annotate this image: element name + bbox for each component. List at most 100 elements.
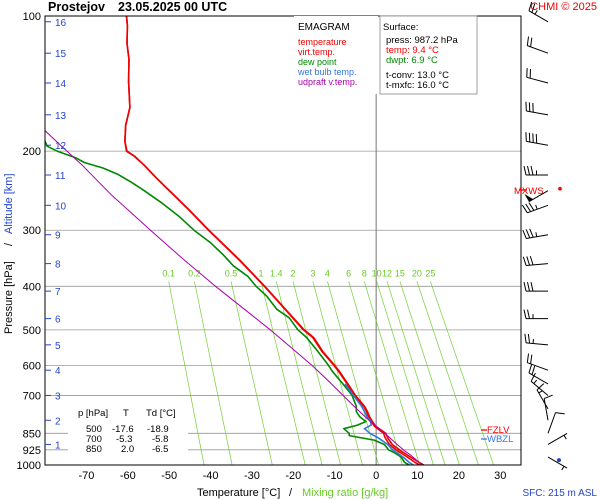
legend-title: EMAGRAM: [298, 22, 350, 33]
wind-barb-feather: [530, 372, 536, 382]
temperature-tick-label: -30: [244, 470, 260, 482]
legend-item-updraft: udpraft v.temp.: [298, 77, 357, 87]
mixing-ratio-label: 0.2: [188, 268, 201, 278]
altitude-tick-label: 14: [55, 79, 67, 90]
temperature-tick-label: -20: [285, 470, 301, 482]
pressure-tick-label: 700: [23, 390, 41, 402]
table-header-p: p [hPa]: [78, 408, 108, 419]
mixing-ratio-line: [416, 281, 479, 466]
pressure-tick-label: 1000: [17, 460, 41, 472]
wind-barb: [522, 255, 549, 267]
legend-box: [294, 16, 378, 94]
wind-barb-half-feather: [535, 232, 538, 237]
wind-barb-half-feather: [535, 204, 538, 210]
temperature-tick-label: 10: [411, 470, 423, 482]
mixing-ratio-line: [260, 281, 306, 466]
wind-barb-feather: [526, 256, 531, 266]
mixing-ratio-lines: 0.1 0.2 0.5 1 1.4 2 3 4 6 8 10 12 15 20 25: [162, 268, 494, 466]
wind-barb-feather: [526, 353, 530, 363]
wind-barbs: [521, 1, 568, 471]
mixing-ratio-line: [399, 281, 460, 466]
wind-barb-feather: [526, 36, 530, 46]
wind-barb: [524, 190, 549, 203]
pressure-tick-label: 850: [23, 428, 41, 440]
wind-barb-half-feather: [561, 466, 565, 471]
table-cell: 700: [86, 434, 102, 445]
wind-barb-feather: [525, 203, 532, 212]
wind-barb-feather: [528, 202, 535, 211]
wind-barb: [525, 132, 549, 146]
wbzl-marker-label: WBZL: [487, 434, 513, 445]
wind-barb-feather: [543, 394, 553, 400]
pressure-tick-label: 500: [23, 325, 41, 337]
temperature-tick-label: -10: [327, 470, 343, 482]
wind-barb-feather: [555, 412, 565, 415]
wind-barb-shaft: [526, 140, 549, 146]
wind-barb-feather: [521, 204, 528, 214]
fzlv-marker-label: FZLV: [487, 425, 510, 436]
temperature-tick-label: 0: [373, 470, 379, 482]
altitude-tick-label: 8: [55, 260, 61, 271]
altitude-tick-label: 10: [55, 201, 67, 212]
altitude-tick-label: 1: [55, 440, 61, 451]
wind-barb-feather: [531, 3, 536, 13]
surface-dwpt: dwpt: 6.9 °C: [386, 55, 438, 66]
wind-barb-feather: [525, 229, 531, 239]
altitude-tick-label: 3: [55, 391, 61, 402]
series-line-udpraft-v-temp-: [44, 130, 423, 466]
table-cell: -5.3: [116, 434, 132, 445]
wind-barb-feather: [530, 354, 533, 364]
surface-temp: temp: 9.4 °C: [386, 45, 439, 56]
profile-series: [40, 15, 425, 466]
wind-barb-feather: [523, 165, 527, 176]
wind-barb: [543, 394, 553, 421]
wind-barb-shaft: [526, 76, 549, 84]
wind-barb-feather: [527, 309, 530, 319]
pressure-tick-label: 400: [23, 281, 41, 293]
wind-barb-shaft: [543, 398, 549, 421]
surface-title: Surface:: [383, 22, 418, 33]
table-cell: -5.8: [152, 434, 168, 445]
plot-frame: [44, 15, 522, 466]
altitude-tick-label: 9: [55, 231, 61, 242]
mixing-ratio-line: [168, 281, 205, 466]
mixing-ratio-label: 2: [291, 268, 296, 278]
altitude-tick-label: 12: [55, 141, 67, 152]
legend-item-dew-point: dew point: [298, 57, 337, 67]
legend-item-virt-temp: virt.temp.: [298, 47, 335, 57]
wind-barb-shaft: [526, 342, 549, 346]
wind-barb: [530, 372, 549, 396]
wind-barb-shaft: [526, 263, 549, 267]
left-margin-mask: [0, 0, 45, 500]
temperature-tick-label: -70: [78, 470, 94, 482]
wind-barb-feather: [522, 256, 527, 266]
wind-barb: [523, 309, 548, 320]
temperature-tick-label: -40: [203, 470, 219, 482]
wind-barb-feather: [522, 229, 527, 239]
table-cell: -17.6: [112, 424, 134, 435]
bottom-margin-mask: [0, 465, 521, 500]
wind-barb: [525, 101, 549, 116]
wind-barb-feather: [528, 1, 533, 11]
top-margin-mask: [45, 0, 521, 16]
wind-barb-shaft: [547, 433, 568, 445]
wind-barb: [547, 456, 568, 471]
wind-barb: [547, 412, 565, 434]
pressure-tick-label: 600: [23, 360, 41, 372]
pressure-tick-label: 200: [23, 146, 41, 158]
table-cell: -18.9: [147, 424, 169, 435]
level-table: p [hPa] T Td [°C] 500 -17.6 -18.9 700 -5…: [68, 402, 188, 455]
mixing-ratio-label: 3: [310, 268, 315, 278]
altitude-tick-label: 5: [55, 341, 61, 352]
wind-barb-shaft: [526, 234, 549, 240]
mixing-ratio-label: 6: [346, 268, 351, 278]
wind-barb: [522, 228, 549, 240]
mixing-ratio-label: 25: [425, 268, 435, 278]
wind-barb-shaft: [527, 362, 549, 371]
pressure-tick-label: 100: [23, 11, 41, 23]
wind-barb-feather: [524, 333, 527, 343]
temperature-tick-label: -60: [120, 470, 136, 482]
mixing-ratio-line: [327, 281, 380, 466]
